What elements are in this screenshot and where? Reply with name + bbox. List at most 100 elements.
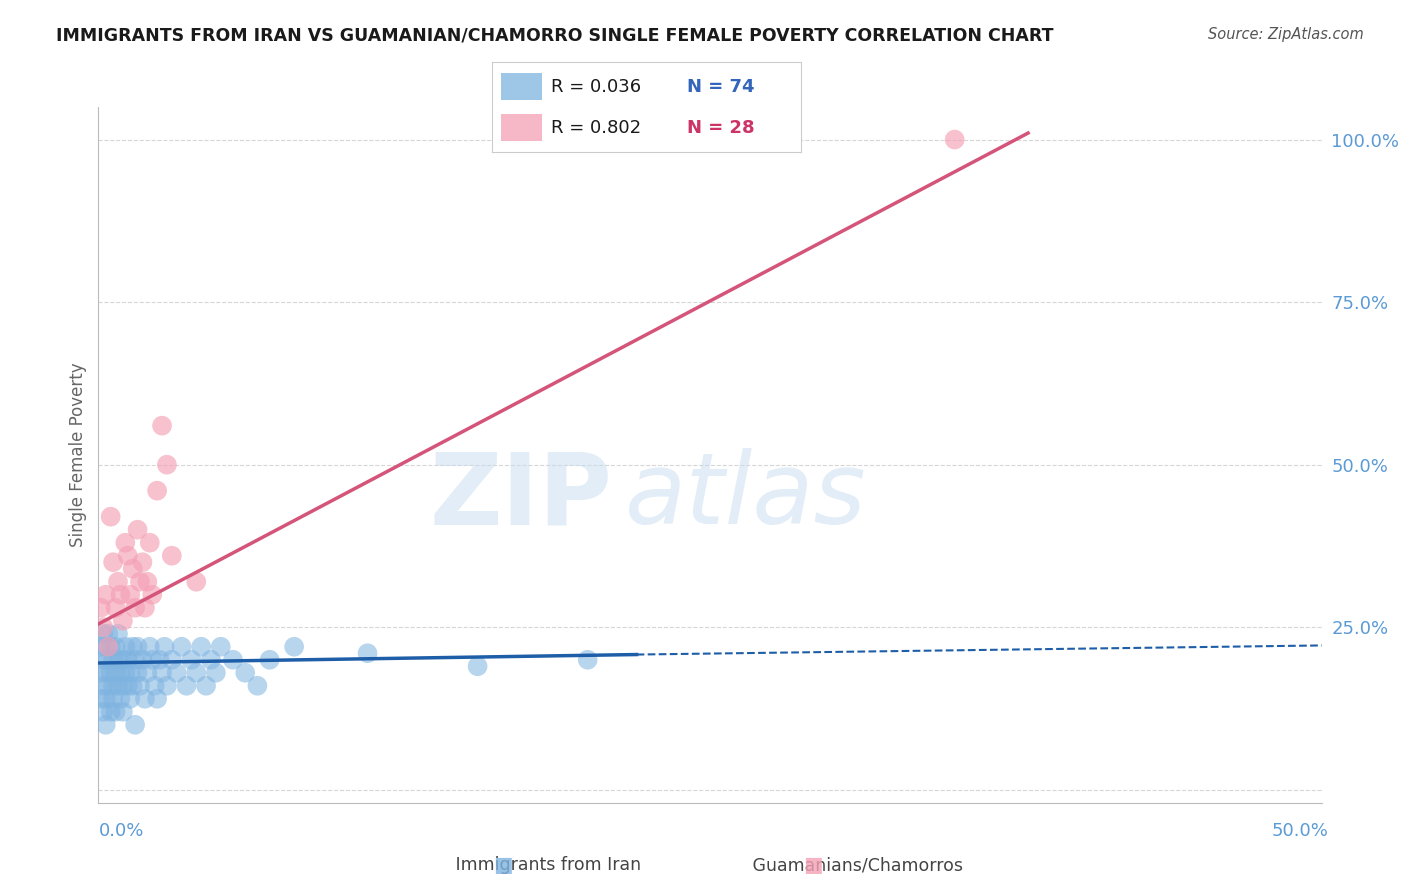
Point bbox=[943, 132, 966, 146]
Point bbox=[94, 718, 117, 732]
Point bbox=[90, 691, 112, 706]
Point bbox=[209, 640, 232, 654]
Point bbox=[190, 640, 212, 654]
Point bbox=[91, 626, 114, 640]
Point bbox=[160, 549, 183, 563]
Text: N = 74: N = 74 bbox=[688, 78, 755, 95]
Point bbox=[143, 679, 166, 693]
Point bbox=[90, 600, 112, 615]
Point bbox=[186, 574, 208, 589]
Point bbox=[127, 640, 149, 654]
Point bbox=[90, 665, 112, 680]
Point bbox=[114, 640, 136, 654]
Point bbox=[153, 640, 176, 654]
Point bbox=[110, 691, 132, 706]
Point bbox=[104, 600, 127, 615]
FancyBboxPatch shape bbox=[502, 73, 541, 100]
Point bbox=[111, 653, 134, 667]
Point bbox=[101, 679, 124, 693]
Point bbox=[111, 679, 134, 693]
Point bbox=[134, 691, 156, 706]
Point bbox=[120, 691, 142, 706]
Point bbox=[120, 665, 142, 680]
Text: IMMIGRANTS FROM IRAN VS GUAMANIAN/CHAMORRO SINGLE FEMALE POVERTY CORRELATION CHA: IMMIGRANTS FROM IRAN VS GUAMANIAN/CHAMOR… bbox=[56, 27, 1053, 45]
Point bbox=[97, 679, 120, 693]
Point bbox=[149, 653, 172, 667]
Point bbox=[156, 458, 179, 472]
Point bbox=[110, 588, 132, 602]
Point bbox=[117, 653, 139, 667]
Point bbox=[576, 653, 599, 667]
Point bbox=[131, 653, 153, 667]
Point bbox=[129, 574, 152, 589]
Point bbox=[166, 665, 188, 680]
Point bbox=[121, 640, 143, 654]
Text: R = 0.036: R = 0.036 bbox=[551, 78, 641, 95]
Point bbox=[186, 665, 208, 680]
Point bbox=[134, 600, 156, 615]
Point bbox=[195, 679, 218, 693]
Point bbox=[107, 574, 129, 589]
Point bbox=[91, 620, 114, 634]
Point bbox=[117, 549, 139, 563]
Point bbox=[180, 653, 202, 667]
Point bbox=[104, 665, 127, 680]
Point bbox=[124, 600, 146, 615]
Point bbox=[200, 653, 222, 667]
Y-axis label: Single Female Poverty: Single Female Poverty bbox=[69, 363, 87, 547]
Point bbox=[222, 653, 245, 667]
Point bbox=[121, 562, 143, 576]
Point bbox=[160, 653, 183, 667]
Point bbox=[97, 626, 120, 640]
Point bbox=[136, 665, 159, 680]
Point bbox=[107, 679, 129, 693]
Point bbox=[146, 691, 169, 706]
Point bbox=[121, 679, 143, 693]
Point bbox=[101, 555, 124, 569]
Point bbox=[141, 653, 163, 667]
Text: 50.0%: 50.0% bbox=[1272, 822, 1329, 840]
Point bbox=[117, 679, 139, 693]
Point bbox=[94, 691, 117, 706]
Text: ZIP: ZIP bbox=[429, 448, 612, 545]
Point bbox=[100, 640, 122, 654]
Point bbox=[136, 574, 159, 589]
Text: Immigrants from Iran: Immigrants from Iran bbox=[427, 856, 641, 874]
Point bbox=[150, 418, 173, 433]
Point bbox=[100, 509, 122, 524]
Point bbox=[156, 679, 179, 693]
Point bbox=[259, 653, 281, 667]
Point bbox=[110, 665, 132, 680]
Point bbox=[114, 535, 136, 549]
Text: Guamanians/Chamorros: Guamanians/Chamorros bbox=[724, 856, 963, 874]
Point bbox=[94, 640, 117, 654]
Point bbox=[91, 705, 114, 719]
Point bbox=[90, 640, 112, 654]
Point bbox=[107, 653, 129, 667]
Point bbox=[467, 659, 489, 673]
Point bbox=[100, 705, 122, 719]
Point bbox=[94, 665, 117, 680]
Point bbox=[129, 679, 152, 693]
Point bbox=[127, 523, 149, 537]
Text: 0.0%: 0.0% bbox=[98, 822, 143, 840]
Point bbox=[124, 718, 146, 732]
Point bbox=[107, 626, 129, 640]
Text: N = 28: N = 28 bbox=[688, 119, 755, 136]
Point bbox=[111, 614, 134, 628]
FancyBboxPatch shape bbox=[502, 114, 541, 141]
Point bbox=[101, 691, 124, 706]
Point bbox=[146, 483, 169, 498]
Point bbox=[141, 588, 163, 602]
Point bbox=[150, 665, 173, 680]
Point bbox=[100, 665, 122, 680]
Point bbox=[111, 705, 134, 719]
Point bbox=[233, 665, 256, 680]
Point bbox=[170, 640, 193, 654]
Point bbox=[94, 588, 117, 602]
Point bbox=[91, 679, 114, 693]
Point bbox=[104, 705, 127, 719]
Point bbox=[127, 665, 149, 680]
Text: Source: ZipAtlas.com: Source: ZipAtlas.com bbox=[1208, 27, 1364, 42]
Point bbox=[131, 555, 153, 569]
